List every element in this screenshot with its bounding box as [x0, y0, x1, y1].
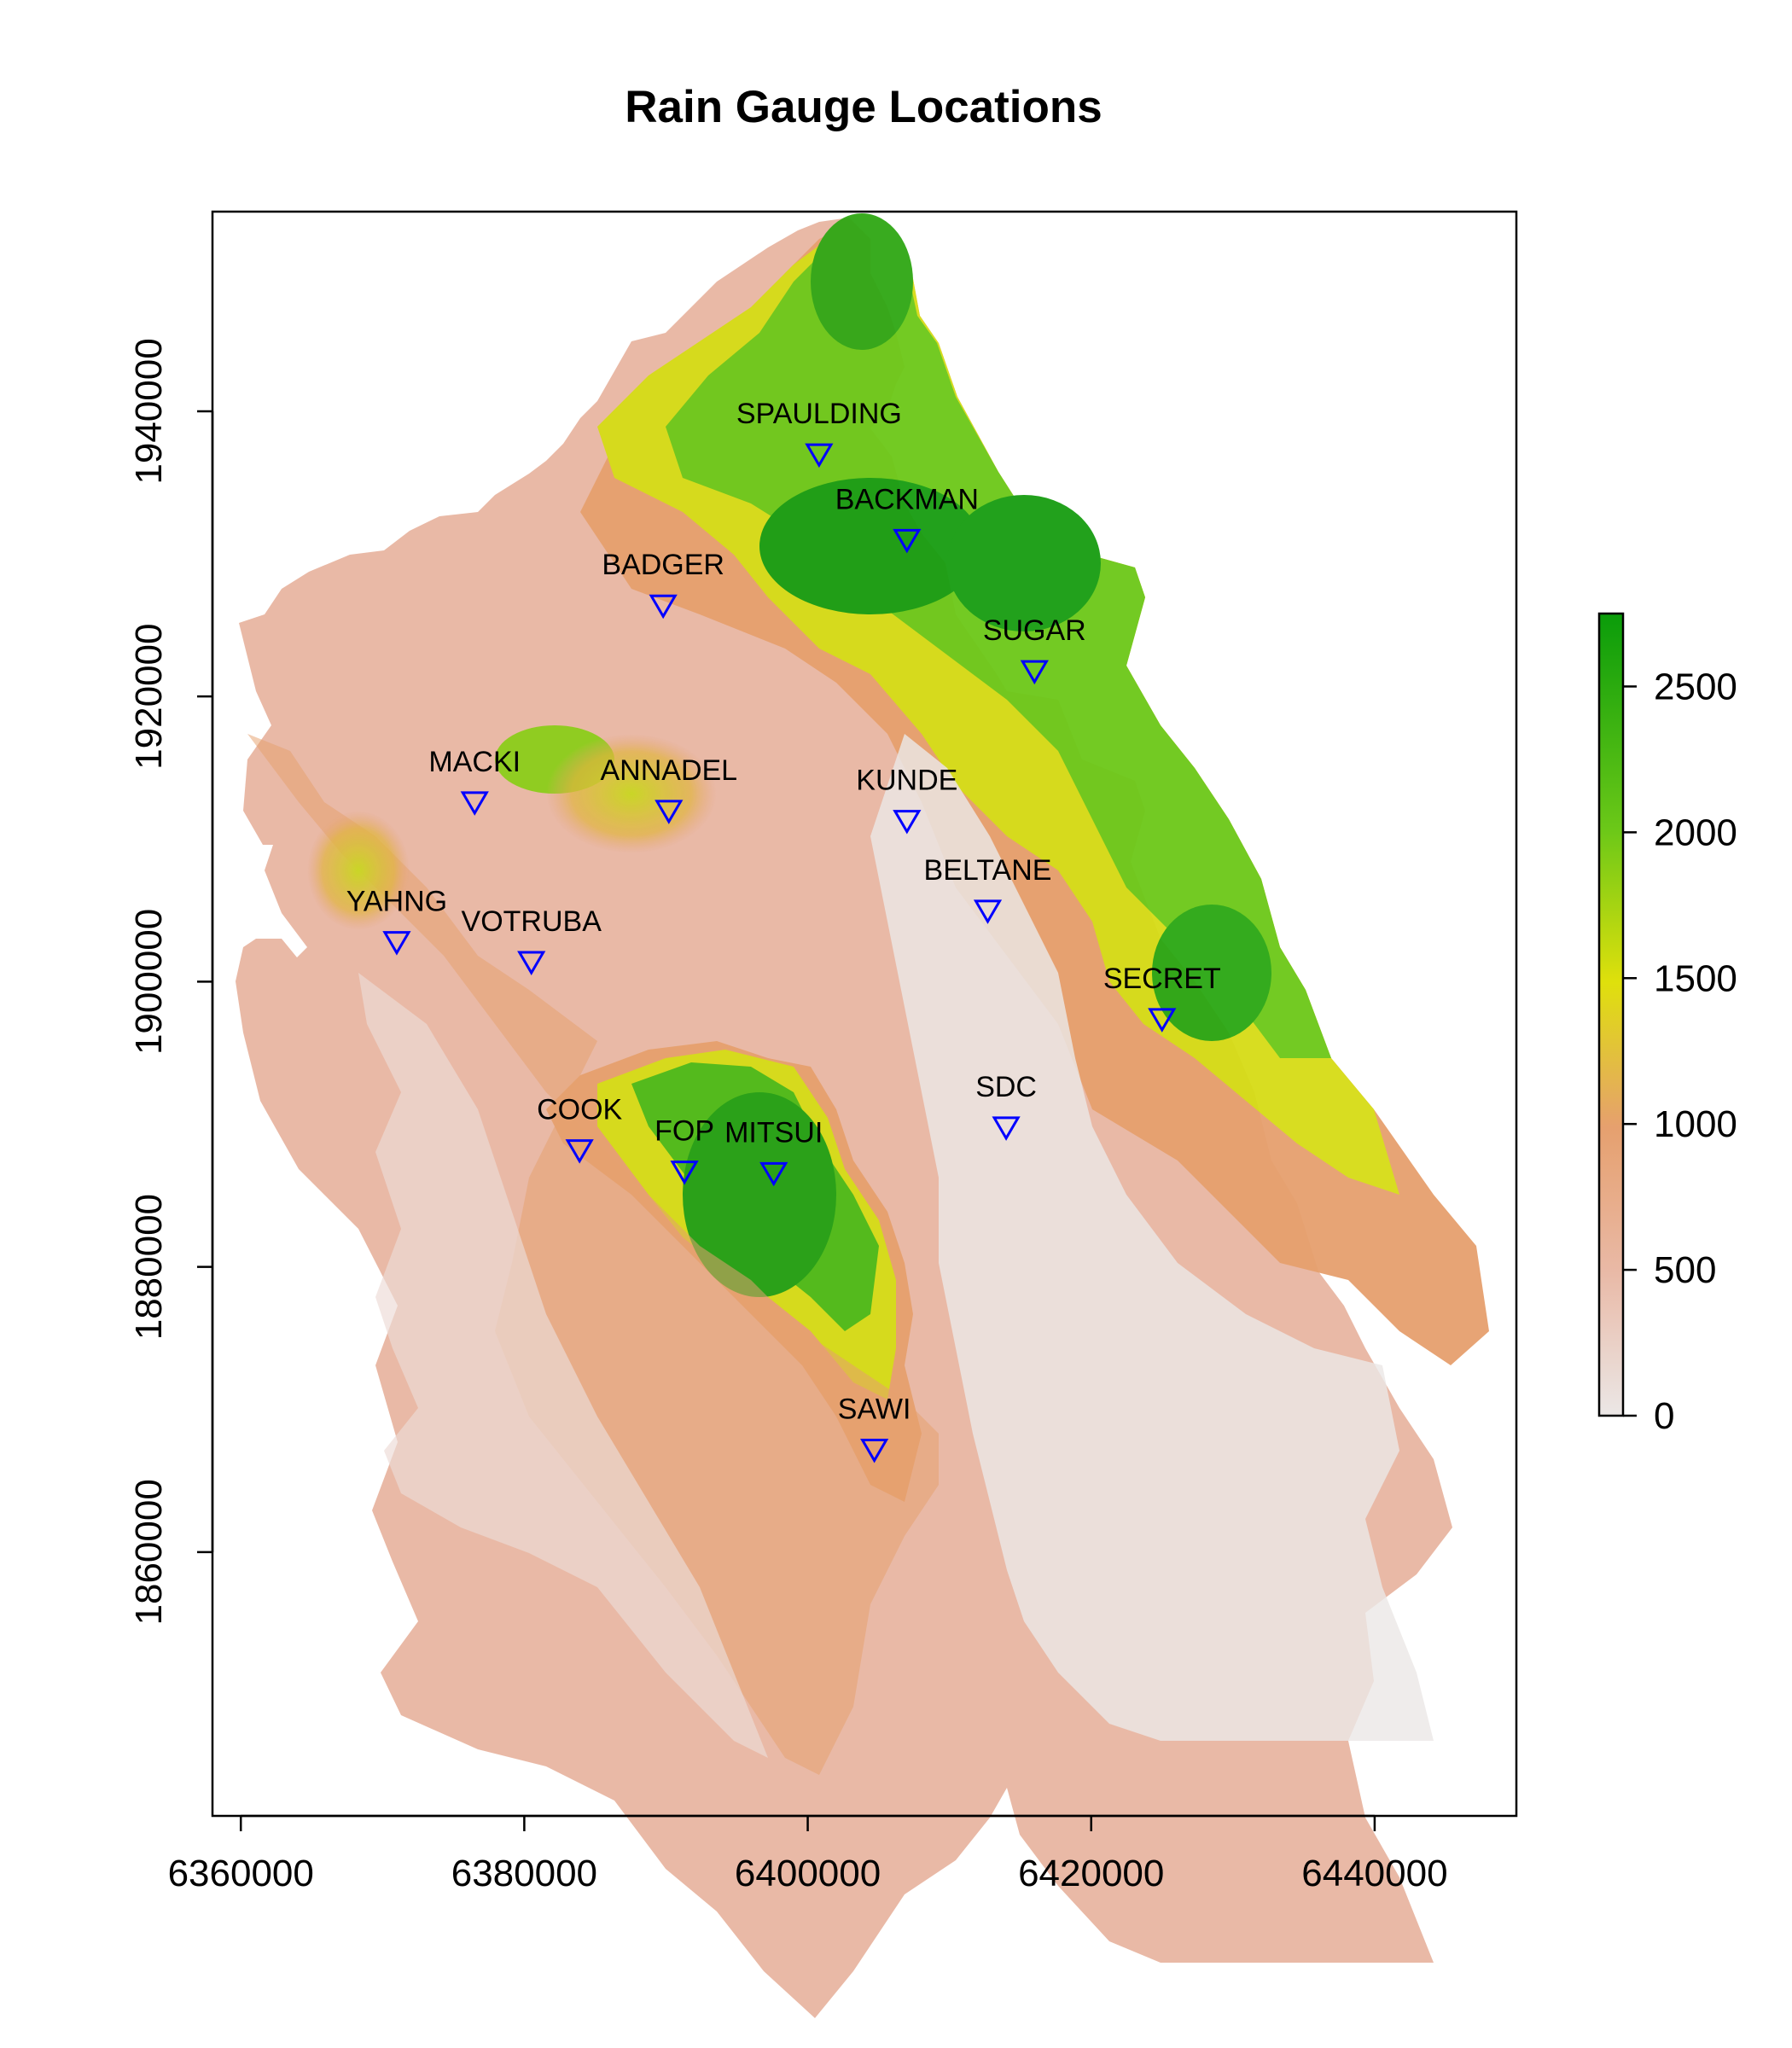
gauge-marker: [893, 810, 922, 835]
gauge-label: SECRET: [1103, 963, 1221, 995]
gauge-label: ANNADEL: [600, 754, 737, 787]
gauge-label: MITSUI: [724, 1116, 823, 1149]
y-axis: 1860000 1880000 1900000 1920000 1940000: [128, 338, 214, 1625]
gauge-label: BELTANE: [924, 854, 1052, 887]
gauge-label: SUGAR: [983, 614, 1086, 647]
x-tick-label: 6400000: [735, 1853, 881, 1894]
y-tick-label: 1920000: [128, 624, 170, 770]
gauge-marker: [655, 800, 684, 824]
gauge-beltane: BELTANE: [924, 854, 1052, 924]
gauge-mitsui: MITSUI: [724, 1116, 823, 1187]
x-tick-label: 6420000: [1018, 1853, 1164, 1894]
gauge-sdc: SDC: [975, 1071, 1037, 1141]
gauge-label: FOP: [655, 1115, 714, 1148]
legend-tick-label: 500: [1654, 1249, 1716, 1291]
gauge-cook: COOK: [537, 1094, 623, 1164]
legend-tick-label: 1500: [1654, 957, 1737, 999]
gauge-marker: [517, 951, 546, 975]
legend-tick-label: 2500: [1654, 666, 1737, 707]
legend-colorbar: [1597, 612, 1625, 1417]
gauge-sawi: SAWI: [838, 1393, 911, 1463]
legend-ticks: 0 500 1000 1500 2000 2500: [1623, 666, 1737, 1437]
gauge-label: KUNDE: [856, 765, 957, 797]
gauge-backman: BACKMAN: [835, 483, 979, 554]
gauge-marker: [805, 443, 834, 468]
gauge-marker: [893, 528, 922, 554]
legend-tick-label: 1000: [1654, 1103, 1737, 1145]
y-tick-label: 1900000: [128, 909, 170, 1055]
gauge-badger: BADGER: [602, 549, 724, 620]
x-tick-label: 6440000: [1301, 1853, 1447, 1894]
gauge-fop: FOP: [655, 1115, 714, 1185]
gauge-label: VOTRUBA: [462, 905, 602, 938]
gauge-label: YAHNG: [346, 886, 447, 918]
gauge-secret: SECRET: [1103, 963, 1221, 1033]
gauge-sugar: SUGAR: [983, 614, 1086, 685]
gauge-marker: [973, 899, 1003, 924]
gauge-marker: [565, 1139, 594, 1164]
gauge-label: MACKI: [428, 746, 521, 778]
gauge-layer: SPAULDING BACKMAN BADGER SUGAR MACKI ANNADEL K…: [346, 398, 1221, 1463]
gauge-label: SPAULDING: [736, 398, 902, 430]
gauge-marker: [670, 1161, 699, 1185]
gauge-label: SAWI: [838, 1393, 911, 1426]
gauge-marker: [860, 1439, 889, 1463]
gauge-label: SDC: [975, 1071, 1037, 1103]
gauge-marker: [759, 1161, 788, 1187]
x-tick-label: 6360000: [168, 1853, 314, 1894]
gauge-votruba: VOTRUBA: [462, 905, 602, 975]
gauge-kunde: KUNDE: [856, 765, 957, 835]
elevation-zones: [247, 213, 1489, 1775]
x-axis: 6360000 6380000 6400000 6420000 6440000: [168, 1814, 1448, 1894]
gauge-annadel: ANNADEL: [600, 754, 737, 824]
gauge-marker: [992, 1116, 1021, 1141]
gauge-spaulding: SPAULDING: [736, 398, 902, 468]
gauge-marker: [1148, 1008, 1177, 1033]
gauge-label: BADGER: [602, 549, 724, 581]
map-title: Rain Gauge Locations: [625, 82, 1103, 132]
gauge-yahng: YAHNG: [346, 886, 447, 956]
gauge-label: BACKMAN: [835, 483, 979, 515]
elevation-legend: 0 500 1000 1500 2000 2500: [1597, 612, 1737, 1437]
gauge-marker: [1020, 660, 1049, 685]
gauge-label: COOK: [537, 1094, 622, 1126]
legend-tick-label: 2000: [1654, 812, 1737, 853]
gauge-marker: [460, 791, 489, 816]
gauge-marker: [649, 594, 678, 620]
legend-tick-label: 0: [1654, 1395, 1674, 1437]
y-tick-label: 1880000: [128, 1194, 170, 1340]
y-tick-label: 1940000: [128, 338, 170, 484]
y-tick-label: 1860000: [128, 1479, 170, 1625]
gauge-marker: [382, 931, 411, 956]
x-tick-label: 6380000: [451, 1853, 597, 1894]
gauge-macki: MACKI: [428, 746, 521, 816]
